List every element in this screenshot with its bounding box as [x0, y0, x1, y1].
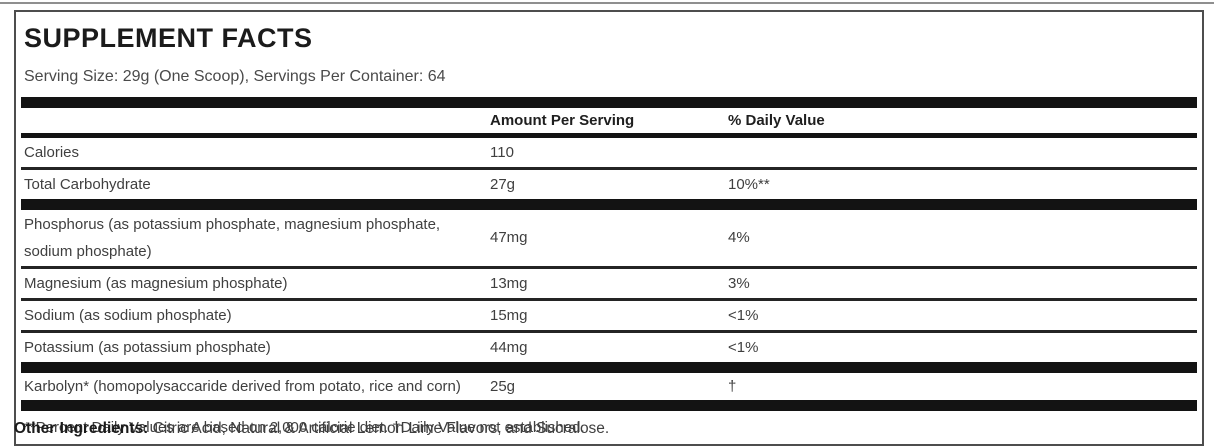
nutrient-daily-value: 4%	[728, 229, 750, 247]
nutrient-amount: 15mg	[490, 306, 528, 324]
other-ingredients-label: Other Ingredients:	[14, 420, 149, 437]
nutrient-amount: 25g	[490, 377, 516, 395]
table-row-magnesium: Magnesium (as magnesium phosphate) 13mg …	[21, 269, 1197, 298]
serving-info: Serving Size: 29g (One Scoop), Servings …	[24, 67, 446, 85]
table-row-total-carbohydrate: Total Carbohydrate 27g 10%**	[21, 170, 1197, 199]
nutrient-amount: 27g	[490, 175, 516, 193]
table-row-phosphorus: Phosphorus (as potassium phosphate, magn…	[21, 210, 1197, 266]
nutrient-label: Calories	[24, 143, 80, 161]
top-divider-line	[0, 2, 1214, 4]
table-header-row: Amount Per Serving % Daily Value	[21, 108, 1197, 133]
nutrient-amount: 44mg	[490, 338, 528, 356]
table-row-karbolyn: Karbolyn* (homopolysaccaride derived fro…	[21, 373, 1197, 400]
row-separator	[21, 297, 1197, 301]
nutrient-daily-value: 3%	[728, 274, 750, 292]
nutrient-amount: 13mg	[490, 274, 528, 292]
other-ingredients: Other Ingredients: Citric Acid, Natural …	[14, 420, 609, 438]
row-separator	[21, 166, 1197, 170]
column-header-amount: Amount Per Serving	[490, 111, 635, 129]
separator-bar-mid-2	[21, 361, 1197, 373]
table-row-potassium: Potassium (as potassium phosphate) 44mg …	[21, 333, 1197, 362]
nutrient-daily-value: 10%**	[728, 175, 770, 193]
separator-bar-top	[21, 96, 1197, 108]
nutrient-label: Potassium (as potassium phosphate)	[24, 338, 271, 356]
nutrient-daily-value: <1%	[728, 306, 759, 324]
table-row-sodium: Sodium (as sodium phosphate) 15mg <1%	[21, 301, 1197, 330]
nutrient-label: Magnesium (as magnesium phosphate)	[24, 274, 288, 292]
nutrient-label: Karbolyn* (homopolysaccaride derived fro…	[24, 377, 461, 395]
panel-title: SUPPLEMENT FACTS	[24, 23, 313, 53]
nutrient-label: Total Carbohydrate	[24, 175, 151, 193]
nutrient-amount: 110	[490, 143, 514, 161]
separator-bar-bottom	[21, 399, 1197, 411]
other-ingredients-text: Citric Acid, Natural & Artificial Lemon …	[148, 420, 610, 437]
separator-bar-mid-1	[21, 198, 1197, 210]
nutrient-amount: 47mg	[490, 229, 528, 247]
header-underline	[21, 132, 1197, 138]
nutrient-daily-value: †	[728, 377, 737, 395]
supplement-facts-panel: SUPPLEMENT FACTS Serving Size: 29g (One …	[14, 10, 1204, 446]
table-row-calories: Calories 110	[21, 138, 1197, 167]
row-separator	[21, 329, 1197, 333]
nutrient-label: Sodium (as sodium phosphate)	[24, 306, 232, 324]
daily-value-footnote: **Percent Daily Values are based on 2,00…	[24, 418, 585, 436]
column-header-daily-value: % Daily Value	[728, 111, 825, 129]
row-separator	[21, 265, 1197, 269]
nutrient-label: Phosphorus (as potassium phosphate, magn…	[24, 215, 441, 260]
nutrient-daily-value: <1%	[728, 338, 759, 356]
